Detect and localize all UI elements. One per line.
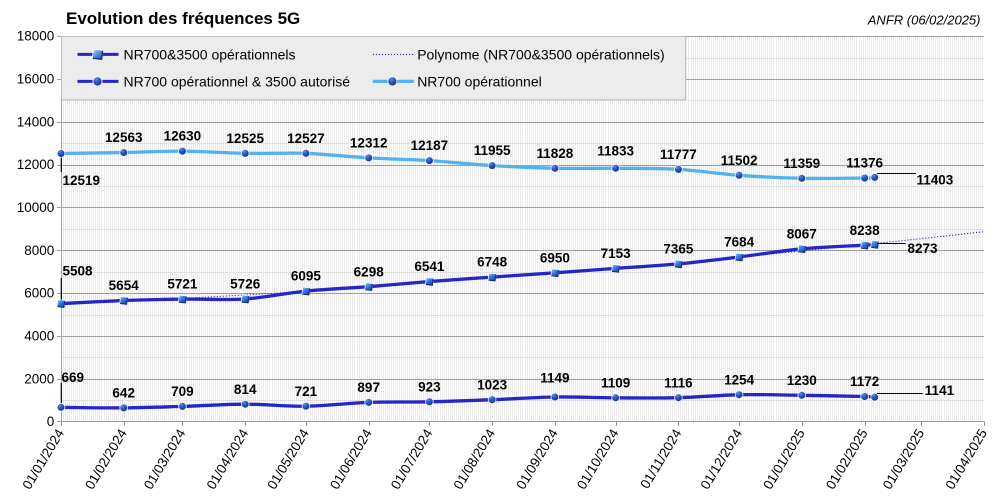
- svg-text:8273: 8273: [908, 241, 939, 256]
- svg-text:669: 669: [62, 370, 85, 385]
- svg-text:10000: 10000: [17, 200, 55, 215]
- svg-text:1116: 1116: [664, 375, 693, 390]
- svg-text:11777: 11777: [660, 147, 697, 162]
- svg-text:8238: 8238: [850, 223, 881, 238]
- svg-text:6298: 6298: [354, 264, 385, 279]
- svg-text:0: 0: [47, 414, 55, 429]
- svg-text:11502: 11502: [721, 153, 758, 168]
- svg-text:1230: 1230: [787, 373, 817, 388]
- svg-text:ANFR (06/02/2025): ANFR (06/02/2025): [867, 12, 981, 27]
- svg-text:14000: 14000: [17, 114, 55, 129]
- svg-text:923: 923: [418, 379, 441, 394]
- svg-text:12525: 12525: [226, 131, 264, 146]
- svg-text:721: 721: [295, 384, 318, 399]
- svg-text:5726: 5726: [230, 277, 261, 292]
- svg-text:7153: 7153: [601, 246, 632, 261]
- svg-text:6000: 6000: [24, 286, 54, 301]
- svg-text:1254: 1254: [724, 372, 755, 387]
- svg-text:5721: 5721: [167, 277, 198, 292]
- svg-text:7365: 7365: [663, 242, 694, 257]
- svg-text:6748: 6748: [477, 255, 508, 270]
- svg-text:709: 709: [171, 384, 194, 399]
- svg-text:5508: 5508: [63, 263, 94, 278]
- svg-text:NR700 opérationnel: NR700 opérationnel: [417, 73, 542, 89]
- svg-text:11359: 11359: [783, 156, 820, 171]
- svg-text:11828: 11828: [537, 146, 574, 161]
- svg-text:11833: 11833: [597, 144, 634, 159]
- svg-text:12563: 12563: [105, 130, 143, 145]
- svg-text:642: 642: [112, 385, 135, 400]
- svg-text:NR700&3500 opérationnels: NR700&3500 opérationnels: [124, 46, 296, 62]
- svg-text:11376: 11376: [846, 156, 883, 171]
- svg-text:11403: 11403: [917, 173, 954, 188]
- svg-text:814: 814: [234, 382, 257, 397]
- svg-text:4000: 4000: [24, 329, 54, 344]
- svg-text:1109: 1109: [601, 375, 630, 390]
- svg-text:1141: 1141: [925, 383, 955, 398]
- svg-text:Polynome (NR700&3500 opération: Polynome (NR700&3500 opérationnels): [417, 46, 664, 62]
- svg-text:NR700 opérationnel & 3500 auto: NR700 opérationnel & 3500 autorisé: [124, 73, 351, 89]
- svg-text:Evolution des fréquences 5G: Evolution des fréquences 5G: [66, 9, 300, 28]
- svg-text:1172: 1172: [850, 374, 879, 389]
- svg-text:12519: 12519: [63, 173, 101, 188]
- svg-text:11955: 11955: [474, 143, 511, 158]
- svg-text:2000: 2000: [24, 371, 54, 386]
- svg-text:12527: 12527: [287, 131, 325, 146]
- svg-text:12187: 12187: [411, 138, 449, 153]
- svg-text:18000: 18000: [17, 29, 55, 44]
- svg-text:12630: 12630: [164, 129, 202, 144]
- svg-text:8000: 8000: [24, 243, 54, 258]
- svg-text:8067: 8067: [787, 226, 817, 241]
- svg-text:5654: 5654: [109, 278, 140, 293]
- svg-text:1023: 1023: [477, 377, 508, 392]
- svg-text:6541: 6541: [414, 259, 445, 274]
- svg-text:6095: 6095: [291, 269, 322, 284]
- svg-text:897: 897: [357, 380, 380, 395]
- svg-text:12000: 12000: [17, 157, 55, 172]
- svg-text:7684: 7684: [724, 235, 755, 250]
- svg-text:1149: 1149: [540, 370, 569, 385]
- svg-text:6950: 6950: [540, 250, 570, 265]
- svg-text:16000: 16000: [17, 72, 55, 87]
- svg-text:12312: 12312: [350, 136, 388, 151]
